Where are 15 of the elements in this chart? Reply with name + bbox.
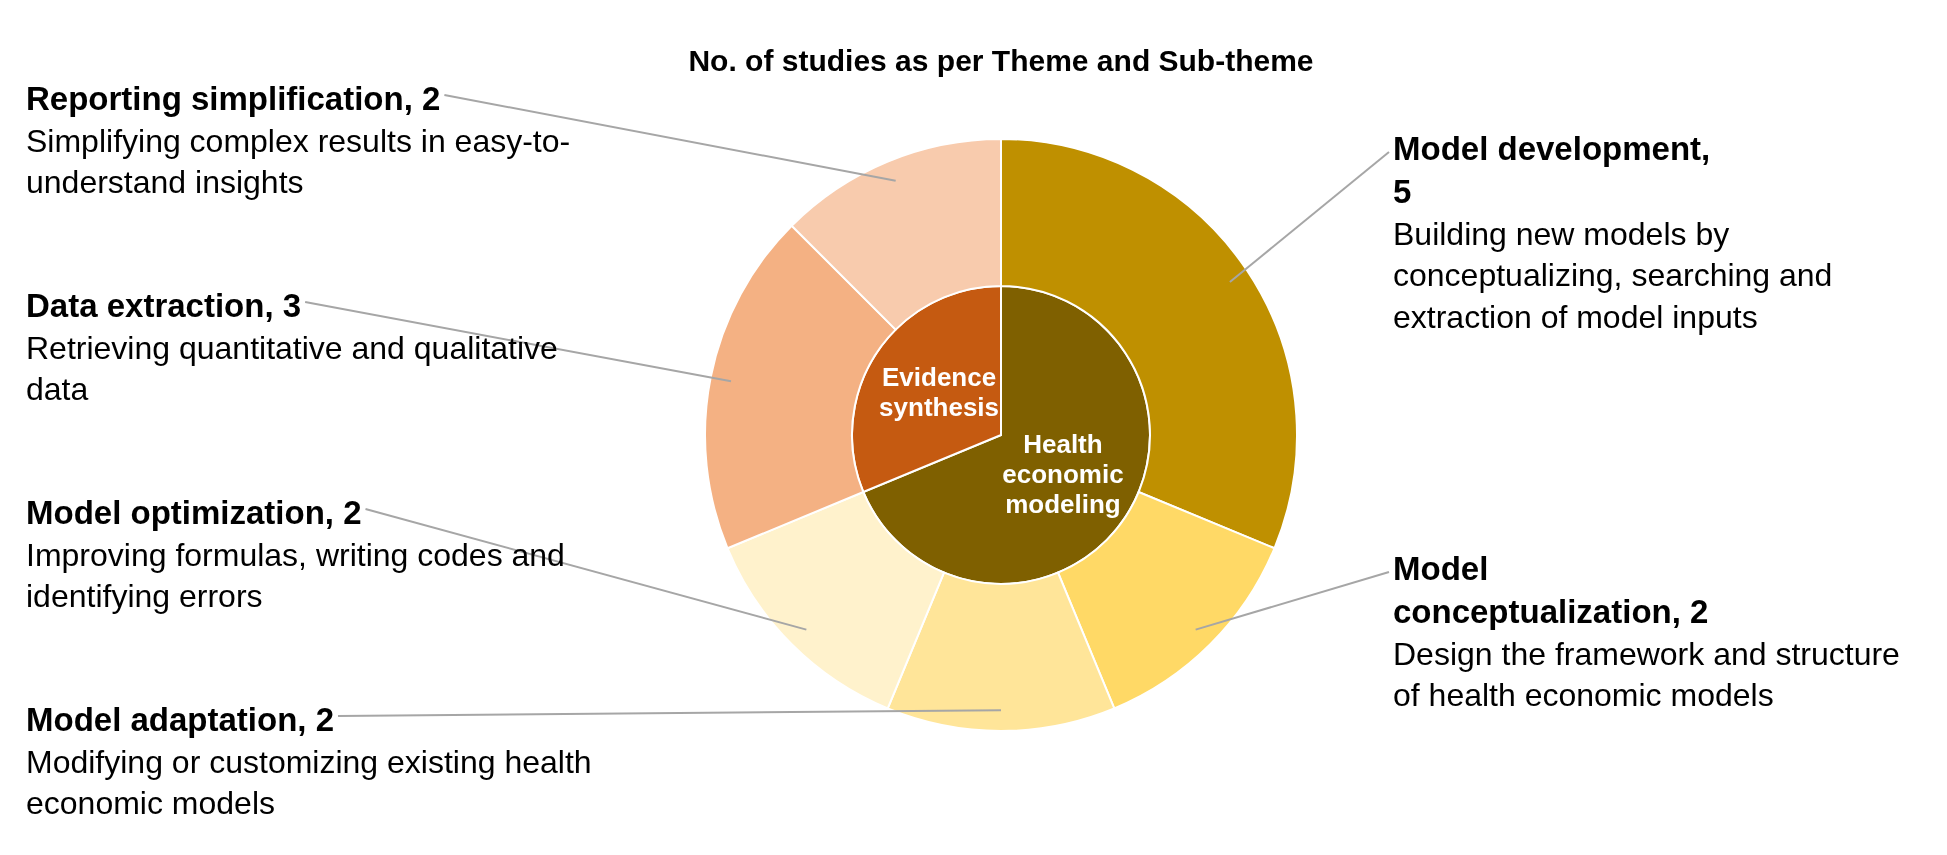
slice-label: Model development, 5 xyxy=(1393,130,1711,210)
text: Building new models by conceptualizing, searching and extraction of model inputs xyxy=(1393,215,1833,335)
chart-title: No. of studies as per Theme and Sub-theme xyxy=(687,44,1315,78)
text: Improving formulas, writing codes and identifying errors xyxy=(26,536,565,615)
text: Simplifying complex results in easy-to-understand insights xyxy=(26,122,571,201)
text: Design the framework and structure of health economic models xyxy=(1393,635,1900,714)
text: Modifying or customizing existing health economic models xyxy=(26,743,592,822)
slice-label: Model conceptualization, 2 xyxy=(1393,550,1709,630)
slice-label: Model adaptation, 2 xyxy=(26,701,335,738)
text: Retrieving quantitative and qualitative data xyxy=(26,329,558,408)
slice-label: Reporting simplification, 2 xyxy=(26,80,441,117)
slice-label: Data extraction, 3 xyxy=(26,287,302,324)
slice-label: Evidence synthesis xyxy=(879,361,1000,422)
slice-label: Model optimization, 2 xyxy=(26,494,362,531)
slice-label: Health economic modeling xyxy=(1002,429,1124,520)
